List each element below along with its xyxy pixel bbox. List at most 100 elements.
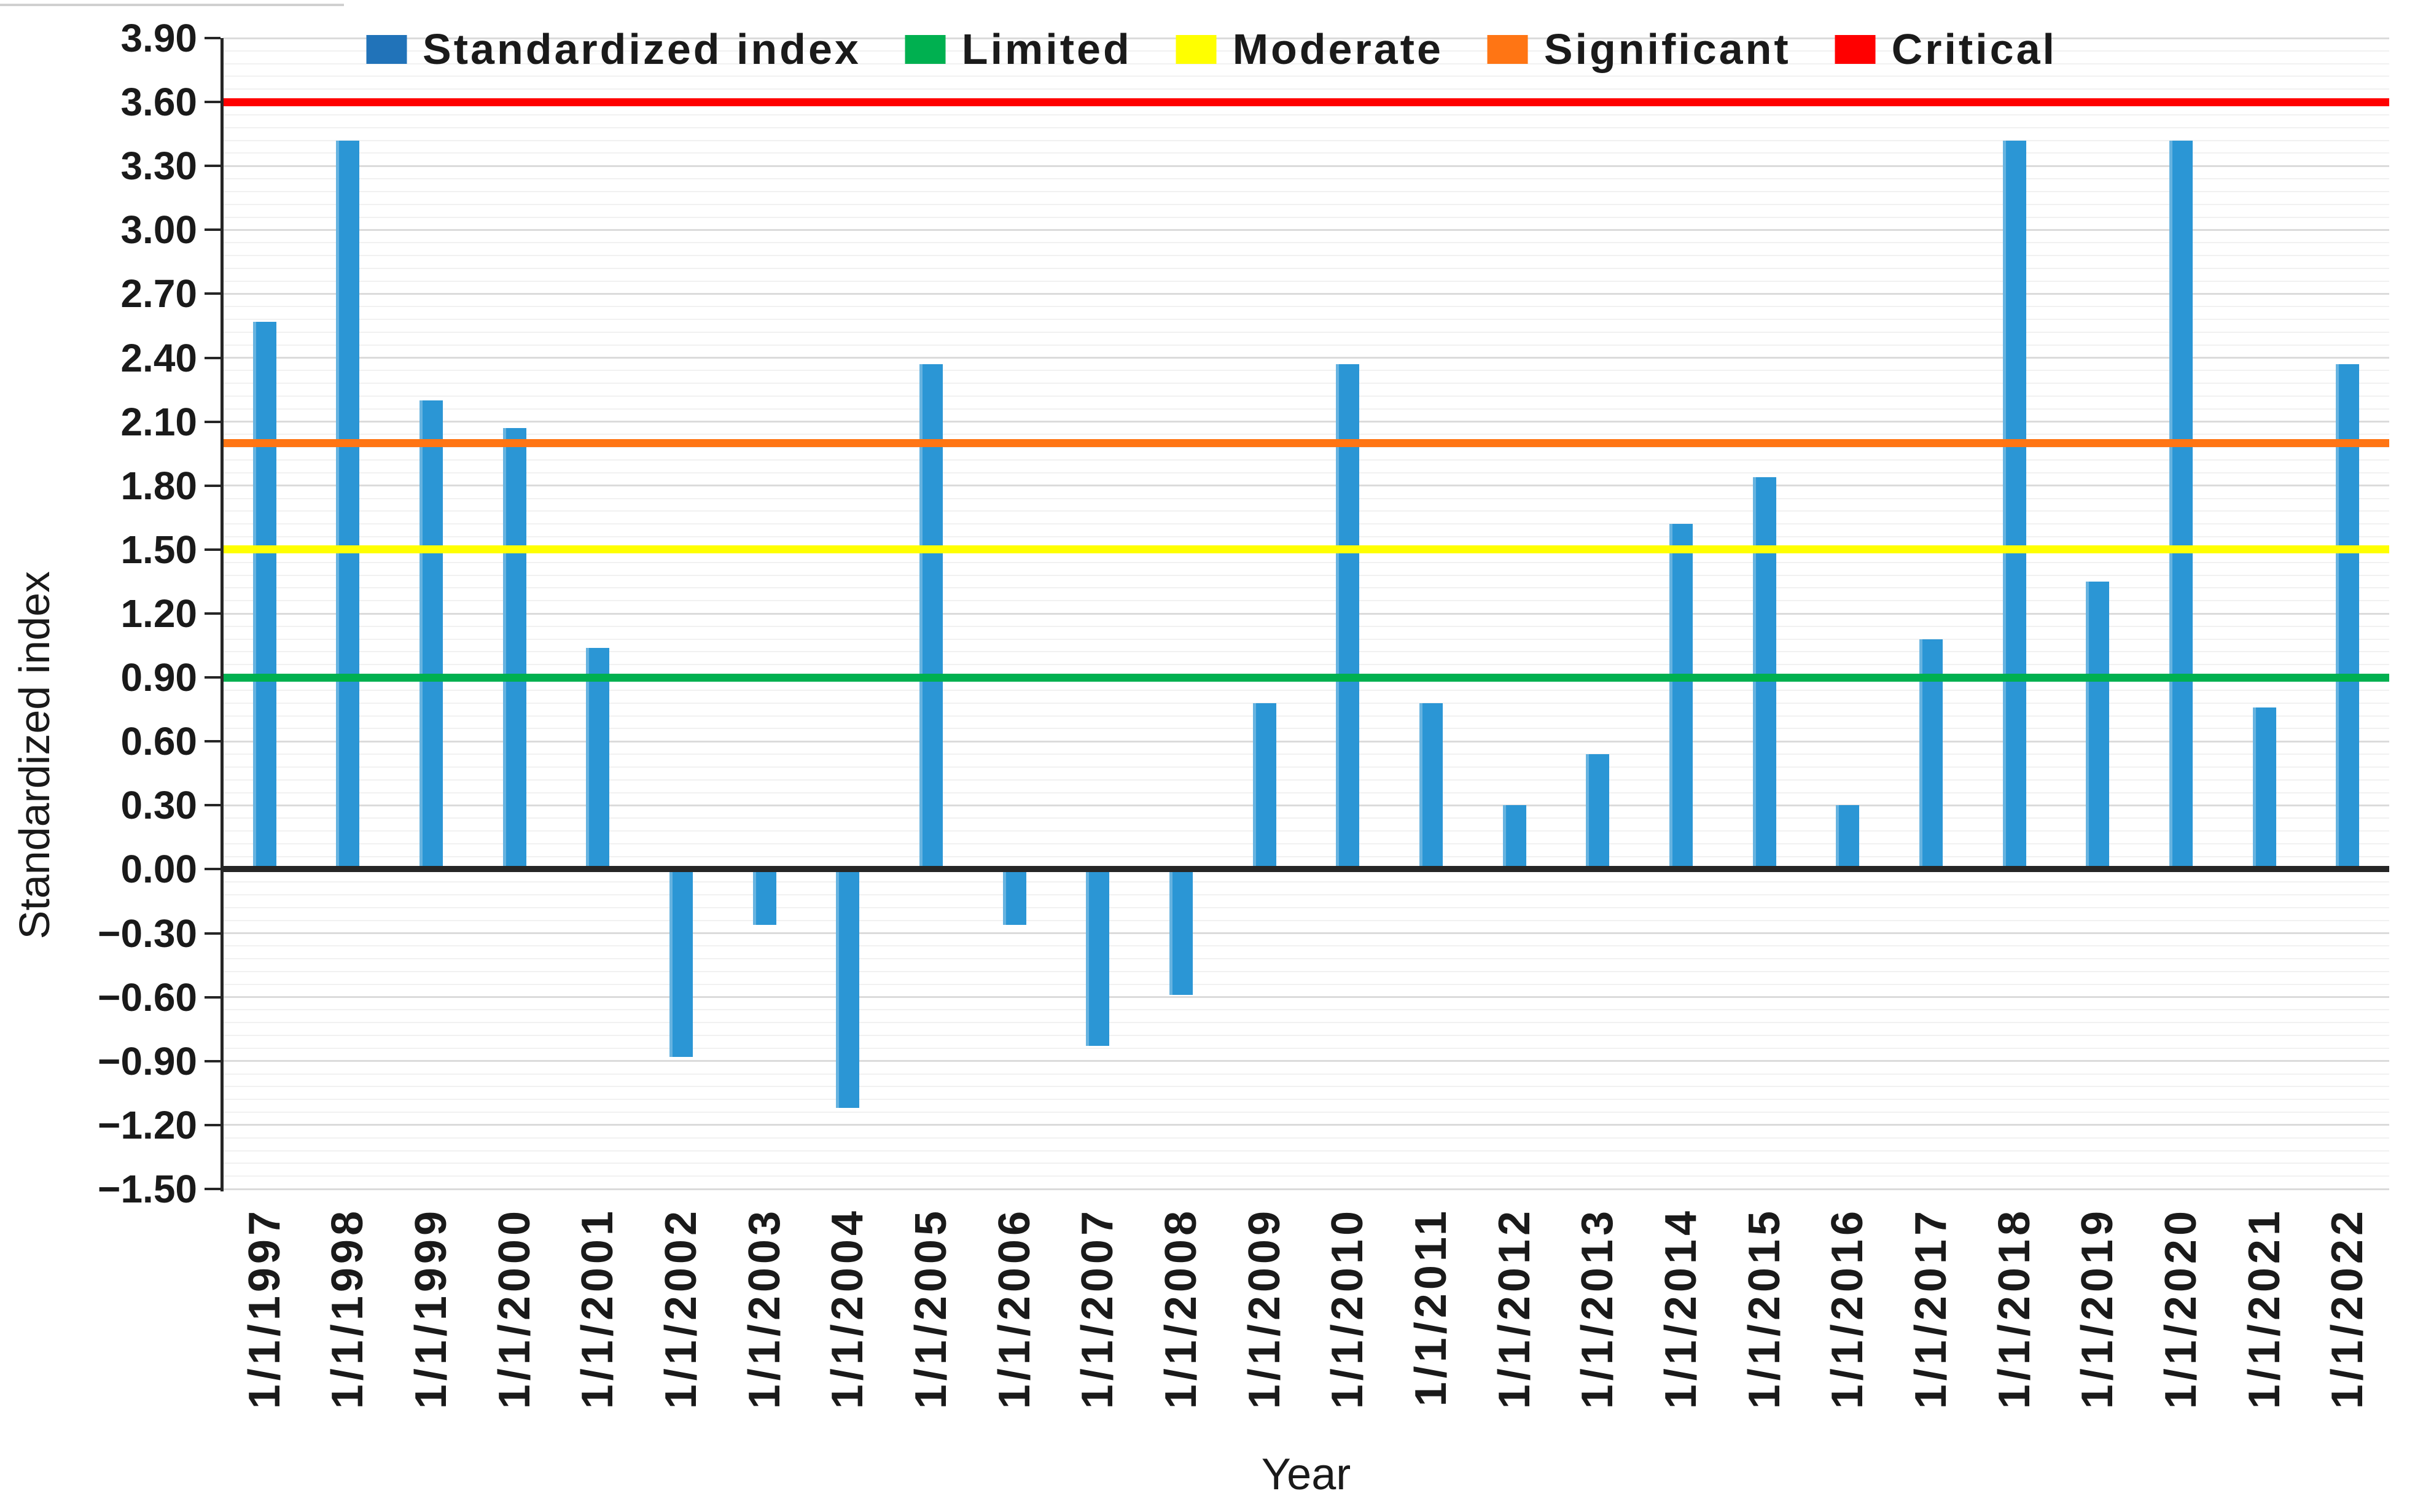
y-axis-tick: [205, 37, 220, 39]
gridline-minor: [223, 945, 2389, 947]
y-axis-tick: [205, 1123, 220, 1126]
bar-2001: [586, 647, 610, 870]
x-tick-label: 1/1/2001: [573, 1207, 623, 1409]
y-tick-label: 0.00: [120, 847, 197, 892]
gridline-minor: [223, 242, 2389, 244]
y-tick-label: 2.40: [120, 335, 197, 380]
gridline-minor: [223, 190, 2389, 192]
gridline-minor: [223, 434, 2389, 435]
legend-item-standardized-index: Standardized index: [366, 25, 861, 74]
bar-2000: [502, 428, 526, 870]
bar-2011: [1419, 703, 1443, 870]
gridline-minor: [223, 510, 2389, 512]
y-axis-tick: [205, 292, 220, 295]
gridline-minor: [223, 63, 2389, 64]
bar-2019: [2086, 581, 2110, 870]
legend-item-limited: Limited: [905, 25, 1132, 74]
bar-2005: [919, 364, 943, 870]
y-axis-tick: [205, 228, 220, 232]
y-tick-label: 3.90: [120, 16, 197, 60]
gridline-minor: [223, 1137, 2389, 1139]
gridline-minor: [223, 754, 2389, 755]
gridline-minor: [223, 446, 2389, 448]
gridline-minor: [223, 1022, 2389, 1024]
gridline-minor: [223, 1086, 2389, 1088]
gridline-major: [223, 165, 2389, 167]
gridline-minor: [223, 178, 2389, 180]
y-tick-label: −1.50: [98, 1167, 197, 1211]
bar-1997: [252, 321, 276, 870]
gridline-minor: [223, 1047, 2389, 1049]
figure-top-border: [0, 4, 344, 6]
gridline-minor: [223, 88, 2389, 90]
gridline-minor: [223, 894, 2389, 896]
gridline-minor: [223, 906, 2389, 908]
reference-line-critical: [223, 98, 2389, 106]
gridline-minor: [223, 561, 2389, 563]
gridline-minor: [223, 331, 2389, 333]
y-axis-tick: [205, 1059, 220, 1062]
y-tick-label: −1.20: [98, 1102, 197, 1147]
zero-axis-line: [223, 866, 2389, 873]
legend-swatch-icon: [905, 34, 946, 64]
reference-line-moderate: [223, 545, 2389, 554]
x-tick-label: 1/1/2013: [1573, 1207, 1623, 1409]
gridline-minor: [223, 50, 2389, 52]
x-tick-label: 1/1/2003: [739, 1207, 789, 1409]
y-tick-label: 3.30: [120, 144, 197, 189]
bar-2015: [1752, 477, 1776, 870]
x-tick-label: 1/1/1997: [240, 1207, 289, 1409]
gridline-major: [223, 37, 2389, 39]
gridline-minor: [223, 497, 2389, 499]
gridline-minor: [223, 1163, 2389, 1164]
y-axis-tick: [205, 868, 220, 871]
x-tick-label: 1/1/1999: [407, 1207, 456, 1409]
x-tick-label: 1/1/2010: [1323, 1207, 1373, 1409]
gridline-major: [223, 996, 2389, 999]
y-tick-label: 1.20: [120, 591, 197, 636]
gridline-major: [223, 740, 2389, 742]
gridline-major: [223, 932, 2389, 935]
gridline-major: [223, 612, 2389, 615]
y-axis-tick: [205, 101, 220, 104]
legend-swatch-icon: [366, 34, 407, 64]
y-axis-tick: [205, 676, 220, 679]
bar-2010: [1336, 364, 1360, 870]
y-axis-tick: [205, 484, 220, 487]
gridline-major: [223, 1124, 2389, 1126]
reference-line-significant: [223, 438, 2389, 447]
y-tick-label: 0.60: [120, 719, 197, 764]
y-tick-label: 1.80: [120, 463, 197, 508]
gridline-major: [223, 1060, 2389, 1062]
gridline-minor: [223, 306, 2389, 308]
bar-2016: [1836, 805, 1860, 870]
gridline-minor: [223, 1175, 2389, 1177]
gridline-minor: [223, 1073, 2389, 1075]
gridline-minor: [223, 664, 2389, 666]
gridline-minor: [223, 76, 2389, 77]
x-tick-label: 1/1/2018: [1989, 1207, 2039, 1409]
legend-swatch-icon: [1835, 34, 1876, 64]
gridline-major: [223, 357, 2389, 359]
x-axis-title: Year: [1261, 1450, 1351, 1499]
plot-area: [223, 37, 2389, 1190]
gridline-minor: [223, 600, 2389, 602]
gridline-minor: [223, 319, 2389, 321]
bar-2021: [2252, 707, 2276, 870]
bar-2012: [1502, 805, 1526, 870]
legend-label: Limited: [961, 25, 1132, 73]
legend-item-critical: Critical: [1835, 25, 2057, 74]
y-axis-tick: [205, 932, 220, 935]
x-tick-label: 1/1/2011: [1406, 1207, 1456, 1407]
x-tick-label: 1/1/2000: [490, 1207, 539, 1409]
gridline-minor: [223, 1112, 2389, 1113]
gridline-minor: [223, 370, 2389, 372]
gridline-minor: [223, 254, 2389, 256]
gridline-minor: [223, 651, 2389, 653]
legend-swatch-icon: [1176, 34, 1217, 64]
gridline-minor: [223, 472, 2389, 473]
legend: Standardized index Limited Moderate Signifi…: [366, 25, 2057, 74]
gridline-minor: [223, 766, 2389, 768]
bar-2022: [2336, 364, 2360, 870]
